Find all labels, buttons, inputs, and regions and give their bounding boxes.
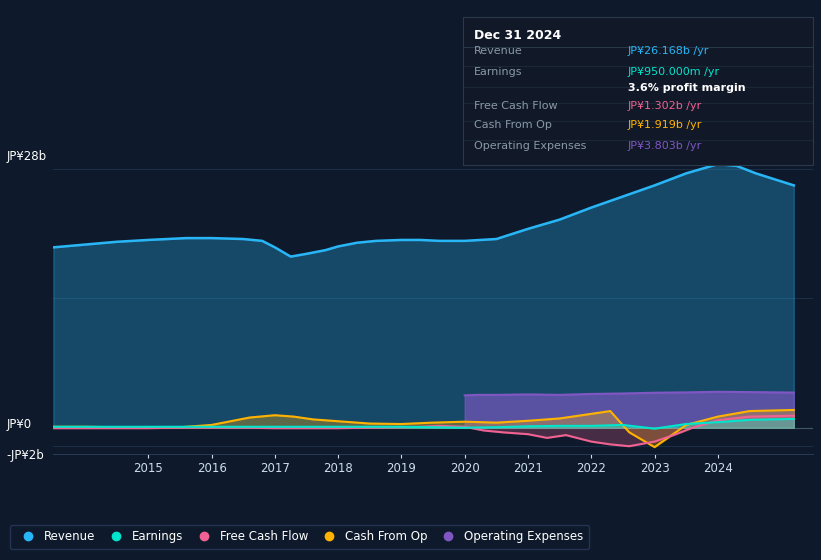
Text: JP¥3.803b /yr: JP¥3.803b /yr (627, 141, 702, 151)
Text: Operating Expenses: Operating Expenses (474, 141, 586, 151)
Text: JP¥28b: JP¥28b (7, 150, 47, 163)
Text: JP¥0: JP¥0 (7, 418, 32, 431)
Text: Earnings: Earnings (474, 67, 522, 77)
Legend: Revenue, Earnings, Free Cash Flow, Cash From Op, Operating Expenses: Revenue, Earnings, Free Cash Flow, Cash … (10, 525, 589, 549)
Text: Revenue: Revenue (474, 46, 522, 56)
Text: Free Cash Flow: Free Cash Flow (474, 101, 557, 111)
Text: 3.6% profit margin: 3.6% profit margin (627, 83, 745, 93)
Text: JP¥26.168b /yr: JP¥26.168b /yr (627, 46, 709, 56)
Text: JP¥1.302b /yr: JP¥1.302b /yr (627, 101, 702, 111)
Text: -JP¥2b: -JP¥2b (7, 449, 44, 462)
Text: JP¥1.919b /yr: JP¥1.919b /yr (627, 120, 702, 130)
Text: Dec 31 2024: Dec 31 2024 (474, 29, 561, 42)
Text: Cash From Op: Cash From Op (474, 120, 552, 130)
Text: JP¥950.000m /yr: JP¥950.000m /yr (627, 67, 720, 77)
